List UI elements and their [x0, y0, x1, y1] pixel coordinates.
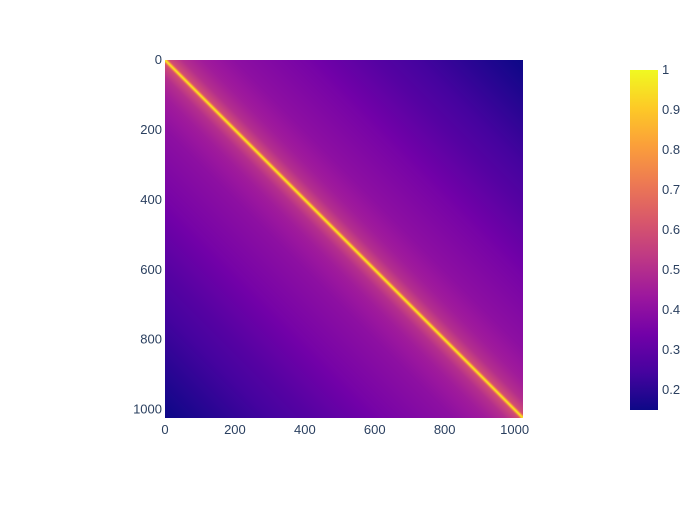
- colorbar-tick-label: 1: [662, 62, 669, 77]
- colorbar-gradient: [630, 70, 658, 410]
- heatmap-cells: [165, 60, 523, 418]
- colorbar-tick-label: 0.8: [662, 142, 680, 157]
- colorbar-tick-label: 0.6: [662, 222, 680, 237]
- y-tick-label: 600: [140, 262, 162, 277]
- x-tick-label: 600: [364, 422, 386, 437]
- plot-area: [165, 60, 523, 418]
- colorbar-tick-label: 0.7: [662, 182, 680, 197]
- y-axis: 0 200 400 600 800 1000: [133, 52, 162, 417]
- colorbar-tick-label: 0.5: [662, 262, 680, 277]
- y-tick-label: 0: [155, 52, 162, 67]
- y-tick-label: 1000: [133, 402, 162, 417]
- x-tick-label: 200: [224, 422, 246, 437]
- x-axis: 0 200 400 600 800 1000: [161, 422, 529, 437]
- y-tick-label: 800: [140, 332, 162, 347]
- colorbar: 1 0.9 0.8 0.7 0.6 0.5 0.4 0.3 0.2: [630, 62, 680, 410]
- colorbar-tick-label: 0.9: [662, 102, 680, 117]
- x-tick-label: 1000: [500, 422, 529, 437]
- y-tick-label: 200: [140, 122, 162, 137]
- colorbar-tick-label: 0.4: [662, 302, 680, 317]
- colorbar-tick-label: 0.3: [662, 342, 680, 357]
- x-tick-label: 400: [294, 422, 316, 437]
- colorbar-tick-label: 0.2: [662, 382, 680, 397]
- x-tick-label: 0: [161, 422, 168, 437]
- y-tick-label: 400: [140, 192, 162, 207]
- x-tick-label: 800: [434, 422, 456, 437]
